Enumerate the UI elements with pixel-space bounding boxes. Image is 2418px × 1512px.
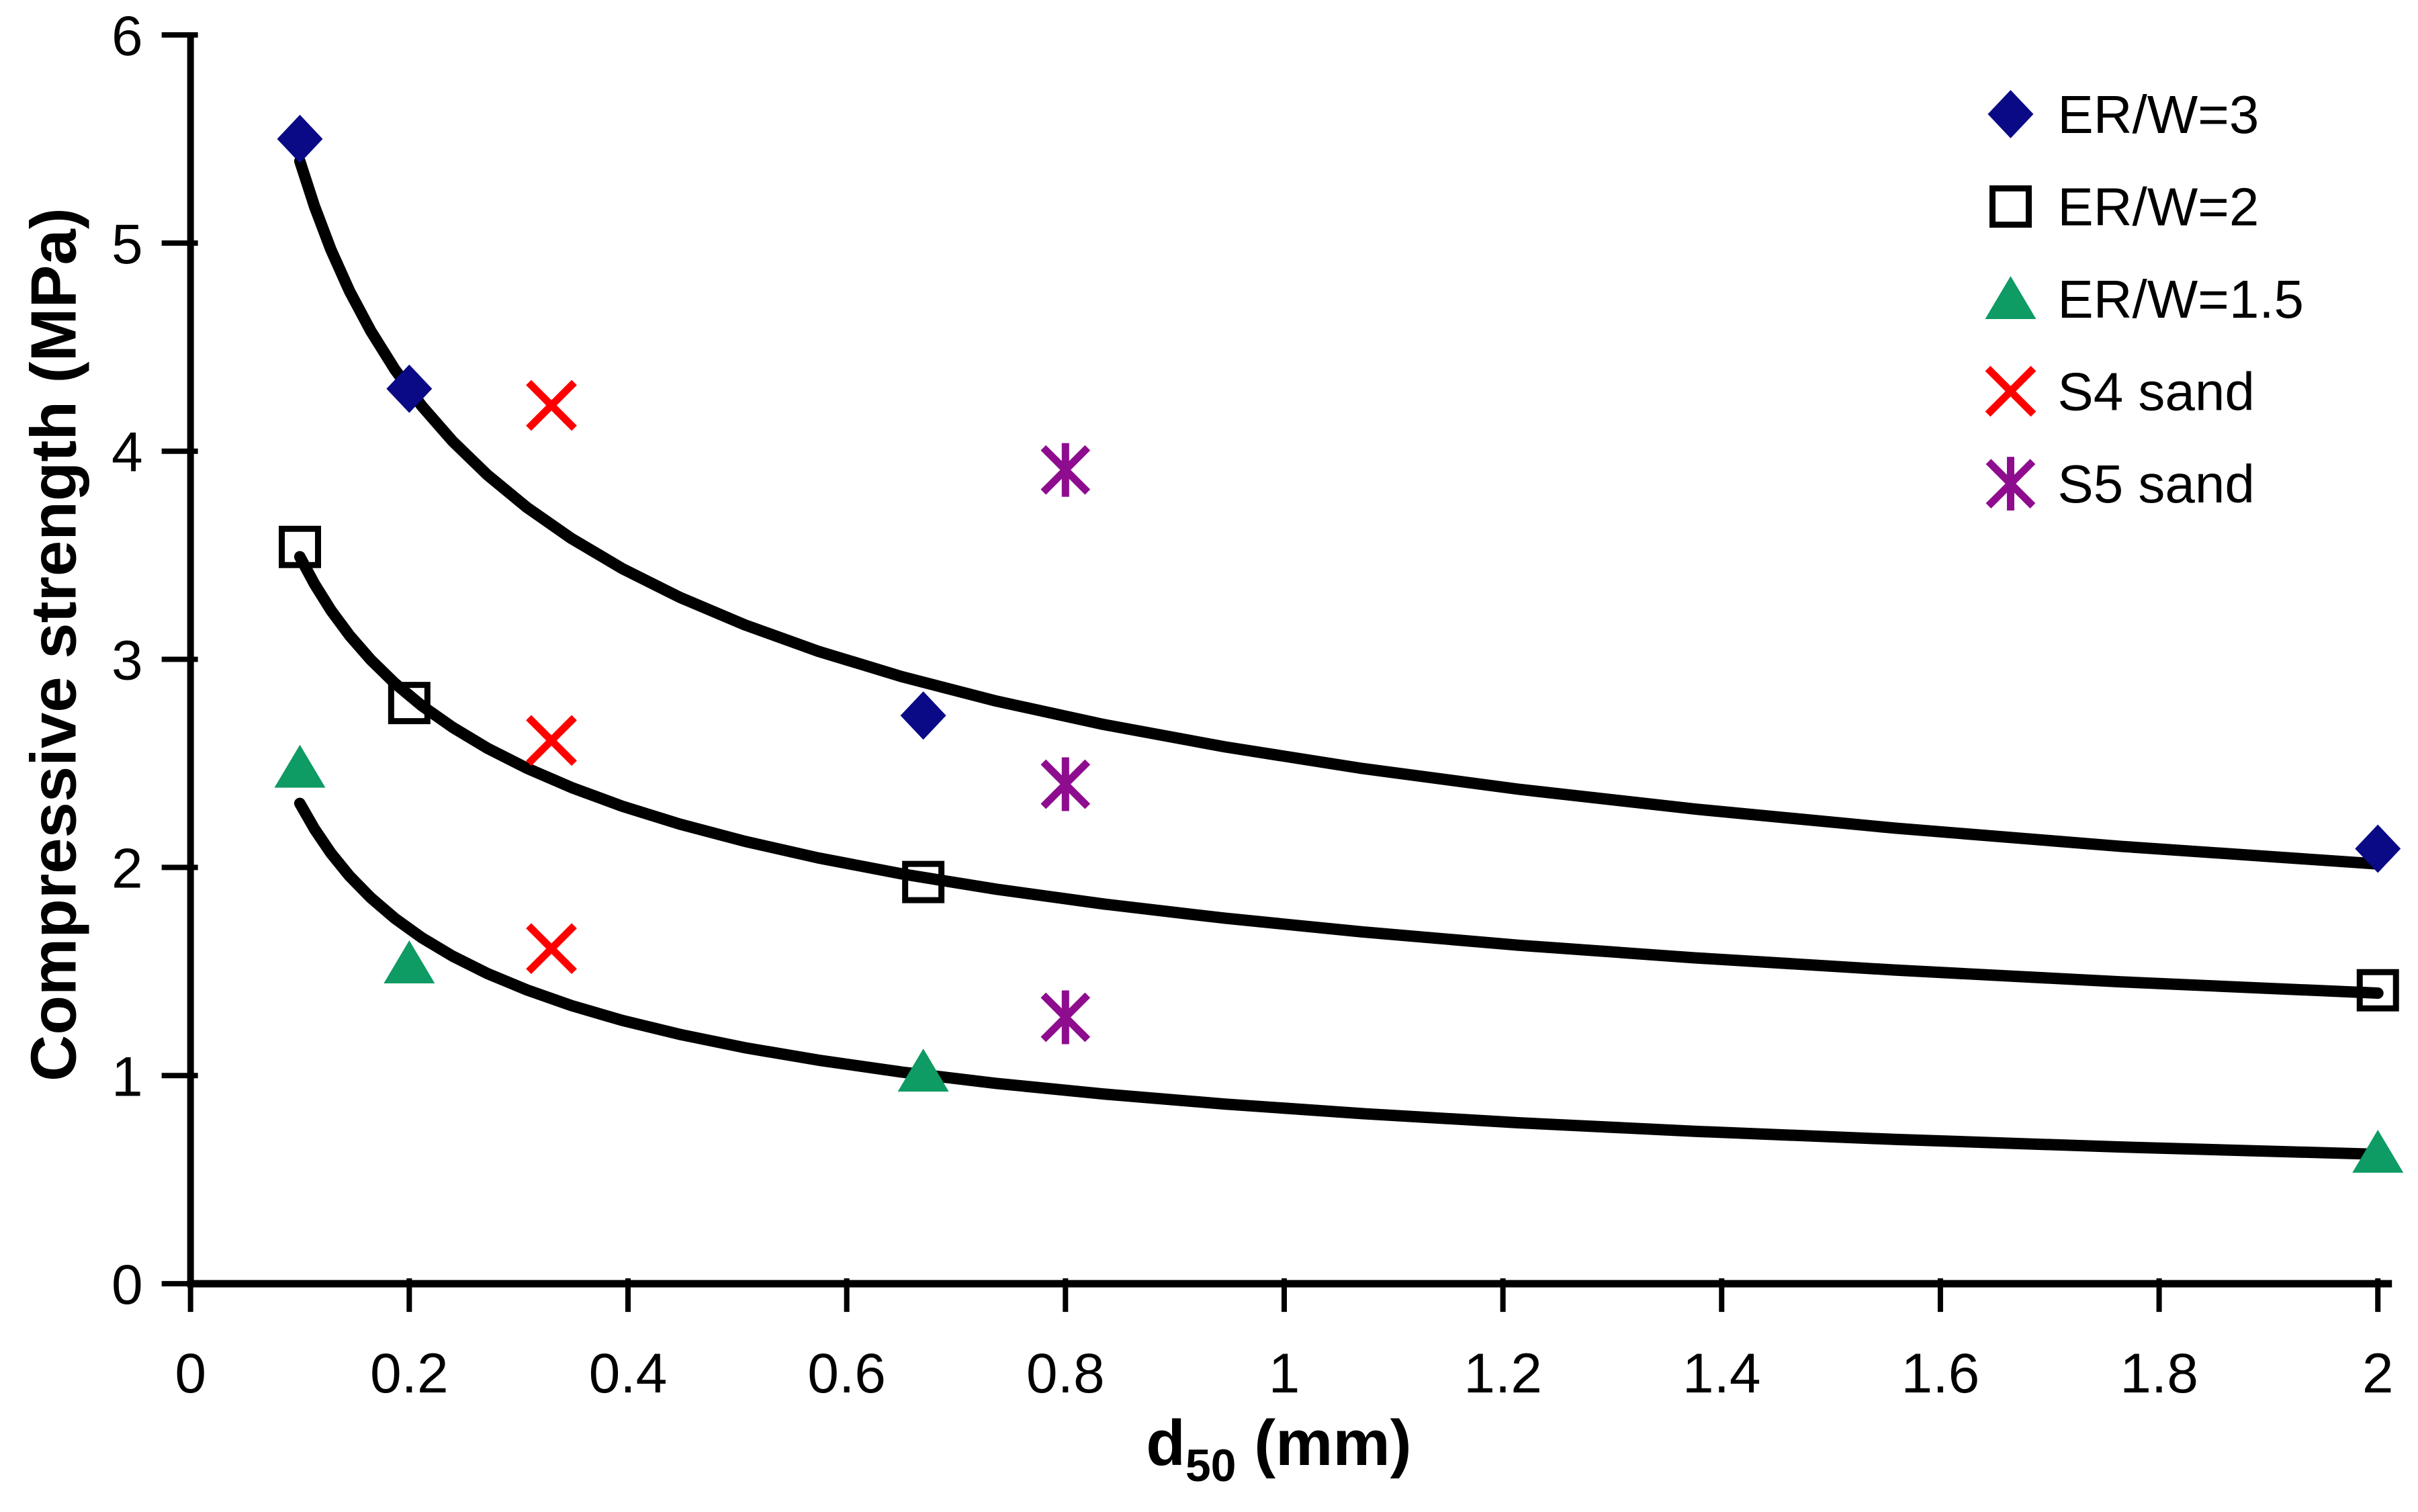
legend-marker-s4-sand: [1985, 365, 2036, 417]
legend-marker-er-w-2: [1989, 185, 2032, 228]
y-axis-tick-label: 1: [111, 1044, 143, 1108]
y-axis-tick-label: 4: [111, 420, 143, 484]
data-point-er-w-1-5: [384, 940, 435, 983]
y-axis-tick-label: 0: [111, 1253, 143, 1316]
data-point-er-w-2: [388, 682, 431, 725]
y-axis-tick-label: 5: [111, 212, 143, 275]
x-axis-tick-label: 0.6: [807, 1341, 886, 1405]
data-point-s5-sand: [1040, 759, 1091, 809]
data-point-er-w-1-5: [274, 744, 326, 788]
legend-item-er-w-1-5: ER/W=1.5: [1985, 269, 2304, 329]
legend-label-er-w-1-5: ER/W=1.5: [2057, 269, 2304, 329]
trendline-er-w-1-5: [294, 797, 2384, 1160]
data-point-er-w-2: [2356, 969, 2399, 1012]
x-axis-tick-label: 1.2: [1464, 1341, 1542, 1405]
legend-marker-s5-sand: [1985, 459, 2036, 508]
data-point-s4-sand: [526, 923, 577, 975]
legend-label-er-w-2: ER/W=2: [2057, 177, 2259, 236]
x-axis-tick-label: 0.2: [370, 1341, 449, 1405]
legend: ER/W=3 ER/W=2 ER/W=1.5 S4 sand S5 sand: [1985, 85, 2304, 514]
y-axis-tick-label: 6: [111, 4, 143, 67]
x-axis-title-units: (mm): [1236, 1407, 1411, 1479]
series-s5-sand: [1040, 443, 1091, 1044]
y-axis-title: Compressive strength (MPa): [18, 208, 90, 1081]
series-er-w-2: [279, 525, 2399, 1012]
legend-item-s5-sand: S5 sand: [1985, 454, 2255, 514]
trendlines-layer: [294, 155, 2384, 1160]
x-axis-tick-label: 1: [1269, 1341, 1300, 1405]
trendline-er-w-2: [294, 551, 2384, 999]
ticks-layer: 0 0.2 0.4 0.6 0.8 1 1.2 1.4 1.6 1.8 2 0 1 2 3 4 5 6: [111, 4, 2394, 1405]
legend-item-s4-sand: S4 sand: [1985, 362, 2255, 422]
x-axis-tick-label: 1.6: [1901, 1341, 1980, 1405]
x-axis-tick-label: 2: [2362, 1341, 2394, 1405]
data-point-s4-sand: [526, 380, 577, 431]
x-axis-tick-label: 1.8: [2120, 1341, 2198, 1405]
series-s4-sand: [526, 380, 577, 975]
data-point-er-w-1-5: [2352, 1129, 2404, 1173]
data-point-er-w-1-5: [897, 1049, 949, 1092]
legend-marker-er-w-1-5: [1985, 276, 2036, 319]
x-axis-tick-label: 0.8: [1026, 1341, 1105, 1405]
data-point-er-w-2: [902, 860, 945, 903]
x-axis-title-base: d: [1146, 1407, 1185, 1479]
x-axis-tick-label: 0: [175, 1341, 206, 1405]
x-axis-tick-label: 0.4: [589, 1341, 668, 1405]
x-axis-title-subscript: 50: [1185, 1440, 1237, 1491]
y-axis-tick-label: 2: [111, 836, 143, 899]
legend-label-er-w-3: ER/W=3: [2057, 85, 2259, 144]
x-axis-tick-label: 1.4: [1683, 1341, 1761, 1405]
legend-item-er-w-2: ER/W=2: [1989, 177, 2259, 236]
legend-label-s5-sand: S5 sand: [2057, 454, 2254, 514]
data-point-er-w-3: [386, 364, 433, 413]
trendline-er-w-3: [294, 155, 2384, 870]
legend-label-s4-sand: S4 sand: [2057, 362, 2254, 422]
data-point-s5-sand: [1040, 992, 1091, 1042]
x-axis-title: d50 (mm): [1146, 1407, 1411, 1491]
data-point-er-w-2: [279, 525, 321, 568]
series-er-w-1-5: [274, 744, 2404, 1173]
data-point-er-w-3: [277, 114, 323, 163]
data-point-s4-sand: [526, 715, 577, 766]
data-point-s5-sand: [1040, 445, 1091, 495]
y-axis-tick-label: 3: [111, 629, 143, 692]
